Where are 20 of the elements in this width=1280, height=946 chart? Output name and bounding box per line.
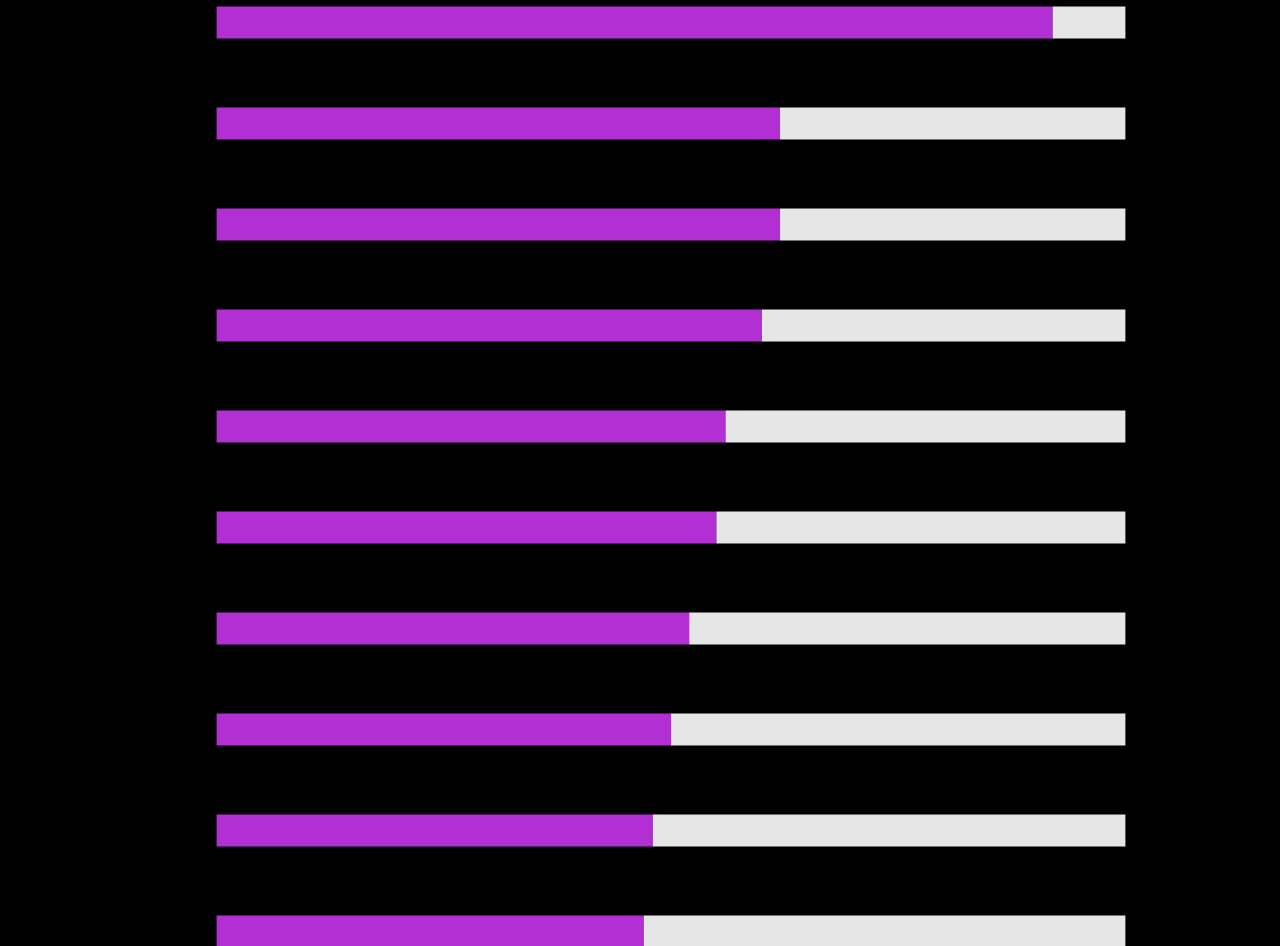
- bar: [689, 612, 1126, 645]
- bar: [716, 511, 1126, 544]
- bar: [1052, 6, 1126, 39]
- bar: [216, 713, 671, 746]
- bar: [652, 814, 1126, 847]
- bar: [671, 713, 1126, 746]
- bar: [216, 612, 690, 645]
- bar: [216, 511, 717, 544]
- bar: [216, 309, 762, 342]
- bar: [216, 915, 644, 946]
- bar: [780, 208, 1126, 241]
- bar: [216, 208, 781, 241]
- bar: [216, 814, 653, 847]
- bar: [643, 915, 1126, 946]
- bar: [216, 6, 1053, 39]
- bar: [725, 410, 1126, 443]
- bar: [761, 309, 1126, 342]
- bar: [216, 107, 781, 140]
- bar: [216, 410, 726, 443]
- bar: [780, 107, 1126, 140]
